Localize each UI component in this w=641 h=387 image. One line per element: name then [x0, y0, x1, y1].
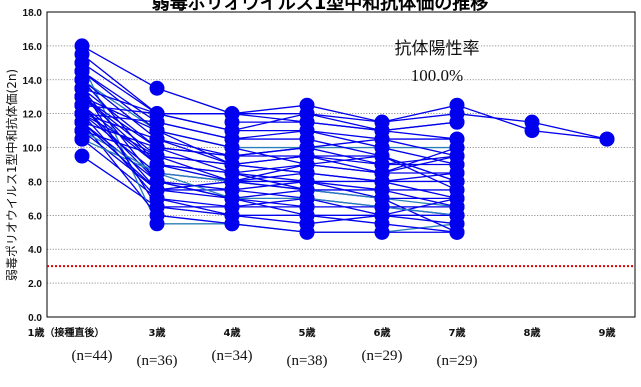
data-point: [224, 157, 240, 172]
series-line: [81, 104, 458, 132]
x-axis-ticks: 1歳（接種直後） 3歳 4歳 5歳 6歳 7歳 8歳 9歳: [28, 326, 616, 339]
series-line: [81, 70, 457, 140]
series-line: [81, 130, 458, 216]
data-point: [299, 173, 315, 189]
data-point: [449, 114, 465, 130]
series-line: [81, 79, 458, 208]
series-line: [81, 79, 457, 149]
x-tick-label: 3歳: [149, 326, 166, 339]
data-point: [74, 97, 90, 113]
data-point: [299, 140, 315, 156]
data-point: [374, 123, 390, 139]
data-point: [149, 131, 165, 147]
y-tick-label: 8.0: [28, 177, 42, 188]
series-line: [81, 96, 458, 183]
n-label: (n=44): [72, 348, 113, 364]
series-line: [81, 96, 458, 183]
data-point: [74, 63, 90, 79]
positivity-rate-label: 抗体陽性率: [395, 39, 480, 59]
sample-size-labels: (n=44) (n=36) (n=34) (n=38) (n=29) (n=29): [72, 348, 478, 369]
series-line: [232, 121, 458, 140]
y-tick-label: 14.0: [23, 76, 43, 87]
data-point: [74, 148, 90, 164]
plot-area: [46, 11, 636, 318]
series-line: [81, 121, 458, 166]
x-tick-label: 9歳: [599, 326, 616, 339]
data-point: [374, 148, 390, 164]
y-axis-label: 弱毒ポリオウイルス1型中和抗体価(2n): [4, 69, 19, 281]
series-line: [81, 121, 308, 191]
series-line: [81, 45, 608, 140]
positivity-rate-value: 100.0%: [411, 66, 463, 85]
n-label: (n=29): [362, 348, 403, 364]
series-line: [81, 104, 458, 216]
data-point: [449, 207, 465, 223]
y-tick-label: 2.0: [28, 279, 42, 290]
y-tick-label: 4.0: [28, 245, 42, 256]
n-label: (n=34): [212, 348, 253, 364]
series-line: [81, 113, 458, 183]
y-tick-label: 10.0: [23, 144, 43, 155]
y-tick-label: 18.0: [23, 8, 43, 19]
data-point: [224, 140, 240, 156]
data-point: [74, 80, 90, 96]
n-label: (n=36): [137, 353, 178, 369]
x-tick-label: 1歳（接種直後）: [28, 326, 105, 339]
x-tick-label: 6歳: [374, 326, 391, 339]
series-line: [81, 70, 458, 174]
data-point: [374, 182, 390, 198]
data-point: [374, 199, 390, 215]
data-point: [149, 80, 165, 96]
chart-title: 弱毒ポリオウイルス1型中和抗体価の推移: [152, 0, 489, 14]
data-point: [224, 199, 240, 215]
x-tick-label: 4歳: [224, 326, 241, 339]
data-point: [74, 131, 90, 147]
x-tick-label: 5歳: [299, 326, 316, 339]
data-point: [224, 216, 240, 232]
data-point: [224, 173, 240, 189]
data-point: [374, 216, 390, 232]
y-tick-label: 0.0: [28, 313, 42, 324]
series-lines: [81, 45, 608, 233]
data-point: [299, 216, 315, 232]
series-line: [81, 121, 457, 233]
data-point: [524, 114, 540, 130]
series-line: [81, 113, 308, 174]
n-label: (n=29): [437, 353, 478, 369]
data-point: [149, 165, 165, 181]
data-point: [449, 131, 465, 147]
y-axis-ticks: 0.0 2.0 4.0 6.0 8.0 10.0 12.0 14.0 16.0 18.0: [23, 8, 43, 324]
data-point: [449, 148, 465, 164]
x-tick-label: 7歳: [449, 326, 466, 339]
data-point: [149, 106, 165, 122]
x-tick-label: 8歳: [524, 326, 541, 339]
data-point: [149, 199, 165, 215]
y-tick-label: 12.0: [23, 110, 43, 121]
data-point: [449, 173, 465, 189]
series-line: [81, 87, 458, 166]
y-tick-label: 16.0: [23, 42, 43, 53]
data-point: [299, 199, 315, 215]
data-point: [149, 182, 165, 198]
series-line: [81, 87, 307, 208]
data-point: [449, 224, 465, 240]
data-point: [224, 114, 240, 130]
data-point: [599, 131, 615, 147]
n-label: (n=38): [287, 353, 328, 369]
series-line: [81, 113, 458, 225]
y-tick-label: 6.0: [28, 211, 42, 222]
data-point: [299, 114, 315, 130]
data-point: [74, 114, 90, 130]
series-points: [74, 38, 615, 240]
